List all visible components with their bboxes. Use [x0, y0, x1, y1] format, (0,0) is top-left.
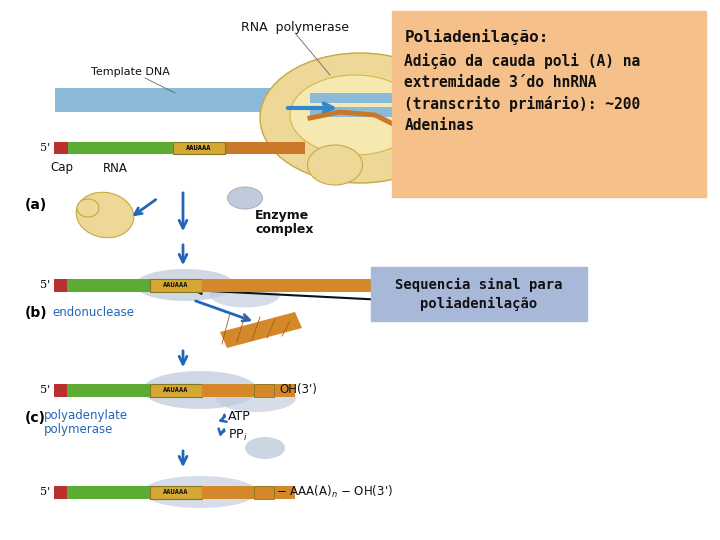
- Bar: [54, 485, 67, 498]
- Text: RNA: RNA: [102, 161, 127, 174]
- Text: Sequencia sinal para
poliadenilação: Sequencia sinal para poliadenilação: [395, 278, 562, 311]
- Bar: [173, 142, 225, 154]
- Bar: [150, 485, 202, 498]
- Text: endonuclease: endonuclease: [52, 307, 134, 320]
- Bar: [67, 279, 150, 292]
- Text: Template DNA: Template DNA: [91, 67, 169, 77]
- Bar: [67, 383, 150, 396]
- Text: AAUAAA: AAUAAA: [186, 145, 212, 151]
- Bar: [202, 383, 295, 396]
- Bar: [150, 279, 202, 292]
- Text: complex: complex: [255, 222, 313, 235]
- Text: Poliadenilação:: Poliadenilação:: [405, 29, 549, 45]
- Text: AAUAAA: AAUAAA: [163, 489, 189, 495]
- Text: Enzyme: Enzyme: [255, 208, 310, 221]
- Ellipse shape: [210, 282, 280, 307]
- Text: PP$_i$: PP$_i$: [228, 428, 248, 443]
- Text: Cap: Cap: [50, 161, 73, 174]
- Text: Adição da cauda poli (A) na
extremidade 3´do hnRNA
(transcrito primário): ~200
A: Adição da cauda poli (A) na extremidade …: [405, 53, 641, 133]
- Bar: [55, 102, 365, 112]
- Ellipse shape: [77, 199, 99, 217]
- Ellipse shape: [216, 384, 296, 412]
- Bar: [392, 11, 706, 197]
- Text: 5': 5': [40, 385, 50, 395]
- Ellipse shape: [143, 476, 258, 508]
- Bar: [54, 279, 67, 292]
- Ellipse shape: [135, 269, 235, 301]
- Text: 5': 5': [40, 487, 50, 497]
- Bar: [254, 485, 274, 498]
- Bar: [150, 383, 202, 396]
- Ellipse shape: [260, 53, 460, 183]
- Text: OH(3'): OH(3'): [279, 383, 317, 396]
- Ellipse shape: [307, 145, 362, 185]
- Bar: [55, 95, 365, 105]
- Bar: [55, 88, 365, 98]
- Text: (c): (c): [25, 411, 46, 425]
- Ellipse shape: [245, 437, 285, 459]
- Bar: [202, 279, 410, 292]
- Ellipse shape: [290, 75, 420, 155]
- Text: ATP: ATP: [228, 409, 251, 422]
- Bar: [67, 485, 150, 498]
- Bar: [310, 107, 410, 117]
- Bar: [310, 93, 410, 103]
- Bar: [371, 267, 587, 321]
- Text: polymerase: polymerase: [44, 423, 113, 436]
- Ellipse shape: [143, 371, 258, 409]
- Text: RNA  polymerase: RNA polymerase: [241, 22, 349, 35]
- Ellipse shape: [76, 192, 134, 238]
- Polygon shape: [220, 312, 302, 348]
- Text: 3': 3': [414, 280, 424, 290]
- Bar: [202, 485, 295, 498]
- Bar: [254, 383, 274, 396]
- Text: 5': 5': [40, 280, 50, 290]
- Bar: [68, 142, 173, 154]
- Text: $-$ AAA(A)$_n$ $-$ OH(3'): $-$ AAA(A)$_n$ $-$ OH(3'): [276, 484, 393, 500]
- Text: AAUAAA: AAUAAA: [163, 282, 189, 288]
- Text: 5': 5': [40, 143, 50, 153]
- Ellipse shape: [228, 187, 263, 209]
- Text: AAUAAA: AAUAAA: [163, 387, 189, 393]
- Bar: [225, 142, 305, 154]
- Text: polyadenylate: polyadenylate: [44, 409, 128, 422]
- Bar: [54, 142, 68, 154]
- Text: (b): (b): [25, 306, 48, 320]
- Text: (a): (a): [25, 198, 48, 212]
- Bar: [54, 383, 67, 396]
